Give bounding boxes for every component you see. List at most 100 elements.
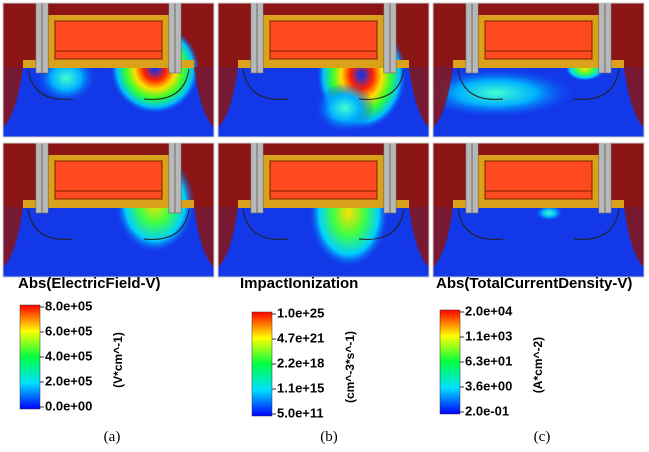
junction xyxy=(242,68,289,100)
spacer xyxy=(250,143,258,214)
simulation-image xyxy=(217,2,430,138)
colorbar-tick-label: 5.0e+11 xyxy=(277,405,324,420)
image-content xyxy=(218,3,429,137)
colorbar-unit: (cm^-3*s^-1) xyxy=(343,331,357,403)
spacer xyxy=(465,143,473,214)
spacer xyxy=(598,3,606,74)
colorbar-tick-label: 4.0e+05 xyxy=(45,348,92,363)
gate-liner xyxy=(453,60,624,68)
spacer xyxy=(35,143,43,214)
spacer xyxy=(174,3,182,74)
spacer xyxy=(471,143,479,214)
colorbar xyxy=(19,304,41,410)
colorbar-tick-label: 1.1e+03 xyxy=(465,328,512,343)
caption: (b) xyxy=(320,429,338,445)
colorbar-title: Abs(TotalCurrentDensity-V) xyxy=(436,275,632,292)
silicon xyxy=(433,207,644,277)
caption: (a) xyxy=(104,429,121,445)
junction xyxy=(358,68,405,100)
gate-cap xyxy=(269,20,378,60)
colorbar-tick-label: 2.2e+18 xyxy=(277,355,324,370)
simulation-image xyxy=(432,142,645,278)
spacer xyxy=(604,3,612,74)
colorbar-tick-label: 2.0e-01 xyxy=(465,403,509,418)
well-left xyxy=(218,67,238,128)
simulation-image xyxy=(217,142,430,278)
frame xyxy=(2,142,215,278)
junction xyxy=(573,208,620,240)
colorbar-tick-label: 0.0e+00 xyxy=(45,398,92,413)
gate-liner xyxy=(238,200,409,208)
colorbar-tick-label: 6.0e+05 xyxy=(45,323,92,338)
field-region xyxy=(433,68,577,118)
image-content xyxy=(3,3,214,137)
spacer xyxy=(389,143,397,214)
image-content xyxy=(218,143,429,277)
frame xyxy=(432,142,645,278)
junction xyxy=(457,208,504,240)
colorbar-unit: (V*cm^-1) xyxy=(111,332,125,388)
colorbar-unit: (A*cm^-2) xyxy=(531,337,545,393)
field-region xyxy=(314,83,375,133)
colorbar-tick-label: 8.0e+05 xyxy=(45,298,92,313)
colorbar-tick-label: 1.0e+25 xyxy=(277,305,324,320)
image-content xyxy=(3,143,214,277)
spacer xyxy=(383,143,391,214)
well-left xyxy=(218,207,238,268)
spacer xyxy=(250,3,258,74)
well-right xyxy=(409,207,429,268)
well-left xyxy=(433,67,453,128)
image-content xyxy=(433,143,644,277)
well-right xyxy=(624,207,644,268)
gate-cap xyxy=(54,160,163,200)
gate-liner xyxy=(23,60,194,68)
gate-cap xyxy=(484,20,593,60)
frame xyxy=(217,142,430,278)
spacer xyxy=(168,143,176,214)
well-right xyxy=(194,67,214,128)
colorbar xyxy=(439,309,461,415)
junction xyxy=(143,68,190,100)
colorbar-tick-label: 2.0e+05 xyxy=(45,373,92,388)
well-left xyxy=(433,207,453,268)
field-region xyxy=(535,205,564,221)
spacer xyxy=(471,3,479,74)
well-left xyxy=(3,67,23,128)
spacer xyxy=(174,143,182,214)
gate-cap xyxy=(54,20,163,60)
colorbar-tick-label: 3.6e+00 xyxy=(465,378,512,393)
spacer xyxy=(35,3,43,74)
gate-cap xyxy=(484,160,593,200)
colorbar-tick-label: 6.3e+01 xyxy=(465,353,512,368)
gate-liner xyxy=(453,200,624,208)
colorbar-tick-label: 2.0e+04 xyxy=(465,303,513,318)
junction xyxy=(358,208,405,240)
colorbar-tick-label: 4.7e+21 xyxy=(277,330,324,345)
junction xyxy=(457,68,504,100)
junction xyxy=(242,208,289,240)
spacer xyxy=(604,143,612,214)
junction xyxy=(143,208,190,240)
gate-liner xyxy=(238,60,409,68)
simulation-image xyxy=(2,142,215,278)
junction xyxy=(573,68,620,100)
spacer xyxy=(598,143,606,214)
spacer xyxy=(168,3,176,74)
frame xyxy=(2,2,215,138)
gate-cap xyxy=(269,160,378,200)
simulation-image xyxy=(2,2,215,138)
colorbar-title: ImpactIonization xyxy=(240,275,358,292)
colorbar-title: Abs(ElectricField-V) xyxy=(18,275,161,292)
gate-liner xyxy=(23,200,194,208)
well-right xyxy=(194,207,214,268)
well-right xyxy=(624,67,644,128)
frame xyxy=(432,2,645,138)
spacer xyxy=(41,143,49,214)
spacer xyxy=(389,3,397,74)
colorbar xyxy=(251,311,273,417)
well-right xyxy=(409,67,429,128)
image-content xyxy=(433,3,644,137)
spacer xyxy=(256,3,264,74)
junction xyxy=(27,68,74,100)
colorbar-tick-label: 1.1e+15 xyxy=(277,380,324,395)
